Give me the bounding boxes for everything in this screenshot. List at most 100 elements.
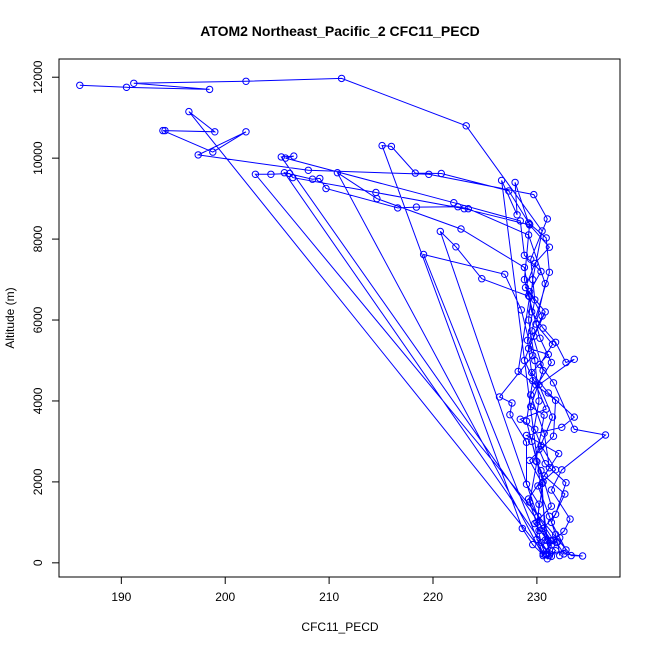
- data-point: [558, 466, 566, 474]
- data-point: [452, 243, 460, 251]
- data-point: [524, 231, 533, 239]
- data-point: [531, 356, 539, 365]
- data-point: [524, 495, 533, 503]
- data-point: [462, 122, 470, 130]
- data-point: [412, 203, 421, 211]
- data-point: [551, 547, 560, 555]
- data-point: [205, 85, 214, 94]
- data-point: [531, 519, 539, 528]
- data-point: [289, 173, 297, 182]
- data-point: [425, 170, 433, 179]
- data-point: [545, 243, 554, 251]
- data-point: [527, 391, 535, 399]
- data-point: [549, 432, 558, 440]
- y-tick-label: 12000: [31, 60, 45, 94]
- data-point: [545, 464, 554, 472]
- data-point: [457, 225, 465, 233]
- data-point: [560, 527, 568, 535]
- data-point: [520, 251, 529, 260]
- chart-title: ATOM2 Northeast_Pacific_2 CFC11_PECD: [200, 23, 480, 39]
- data-point: [524, 316, 533, 324]
- data-point: [528, 327, 536, 335]
- data-point: [520, 275, 529, 284]
- data-point: [513, 211, 521, 219]
- data-point: [537, 466, 545, 475]
- data-point: [538, 227, 546, 235]
- data-point: [547, 518, 556, 527]
- data-point: [394, 204, 402, 212]
- data-point: [539, 366, 547, 375]
- data-point: [535, 445, 543, 454]
- data-point: [562, 358, 570, 367]
- data-point: [514, 367, 522, 376]
- data-point: [130, 79, 138, 88]
- data-point: [542, 234, 550, 242]
- data-point: [527, 402, 535, 411]
- data-point: [529, 351, 537, 360]
- data-point: [562, 479, 570, 487]
- data-point: [524, 219, 533, 227]
- data-point: [543, 215, 551, 223]
- data-point: [267, 170, 275, 179]
- data-point: [570, 355, 578, 363]
- data-point: [534, 512, 542, 520]
- data-point: [545, 551, 554, 560]
- data-point: [277, 153, 285, 161]
- data-point: [242, 128, 250, 136]
- data-point: [508, 399, 516, 407]
- data-point: [543, 536, 551, 544]
- data-point: [454, 203, 462, 211]
- data-point: [525, 292, 534, 301]
- data-point: [535, 500, 543, 508]
- data-point: [551, 338, 560, 346]
- data-point: [556, 551, 564, 560]
- x-tick-label: 220: [423, 590, 443, 604]
- data-point: [544, 350, 552, 359]
- data-point: [538, 479, 546, 488]
- data-point: [532, 320, 540, 328]
- data-point: [437, 169, 445, 178]
- data-point: [535, 381, 543, 389]
- data-point: [337, 74, 346, 83]
- data-point: [436, 227, 444, 236]
- data-point: [159, 126, 167, 135]
- data-point: [242, 77, 250, 86]
- data-point: [554, 538, 562, 546]
- data-point: [378, 141, 386, 150]
- data-point: [194, 151, 202, 159]
- y-tick-label: 2000: [31, 468, 45, 495]
- data-point: [537, 267, 545, 276]
- data-point: [547, 486, 556, 494]
- data-point: [520, 356, 529, 365]
- data-point: [551, 510, 560, 518]
- data-point: [525, 220, 534, 228]
- data-point: [570, 413, 578, 421]
- data-point: [541, 279, 549, 288]
- data-point: [517, 306, 525, 314]
- data-point: [531, 259, 539, 268]
- data-point: [540, 429, 548, 437]
- data-point: [535, 526, 543, 535]
- data-point: [540, 411, 548, 419]
- data-point: [545, 268, 554, 276]
- data-point: [560, 550, 568, 558]
- data-point: [601, 431, 610, 439]
- data-point: [525, 288, 534, 296]
- data-point: [527, 255, 535, 263]
- data-point: [280, 169, 289, 177]
- data-point: [535, 397, 543, 405]
- data-point: [525, 498, 534, 506]
- data-point: [333, 169, 342, 177]
- data-point: [539, 324, 547, 332]
- data-point: [521, 283, 530, 292]
- data-point: [534, 482, 542, 490]
- x-tick-label: 210: [319, 590, 339, 604]
- data-point: [528, 368, 536, 377]
- data-point: [419, 250, 428, 259]
- data-point: [555, 449, 563, 458]
- data-point: [533, 458, 541, 466]
- data-point: [567, 551, 575, 560]
- data-point: [530, 190, 538, 199]
- data-point: [522, 438, 531, 446]
